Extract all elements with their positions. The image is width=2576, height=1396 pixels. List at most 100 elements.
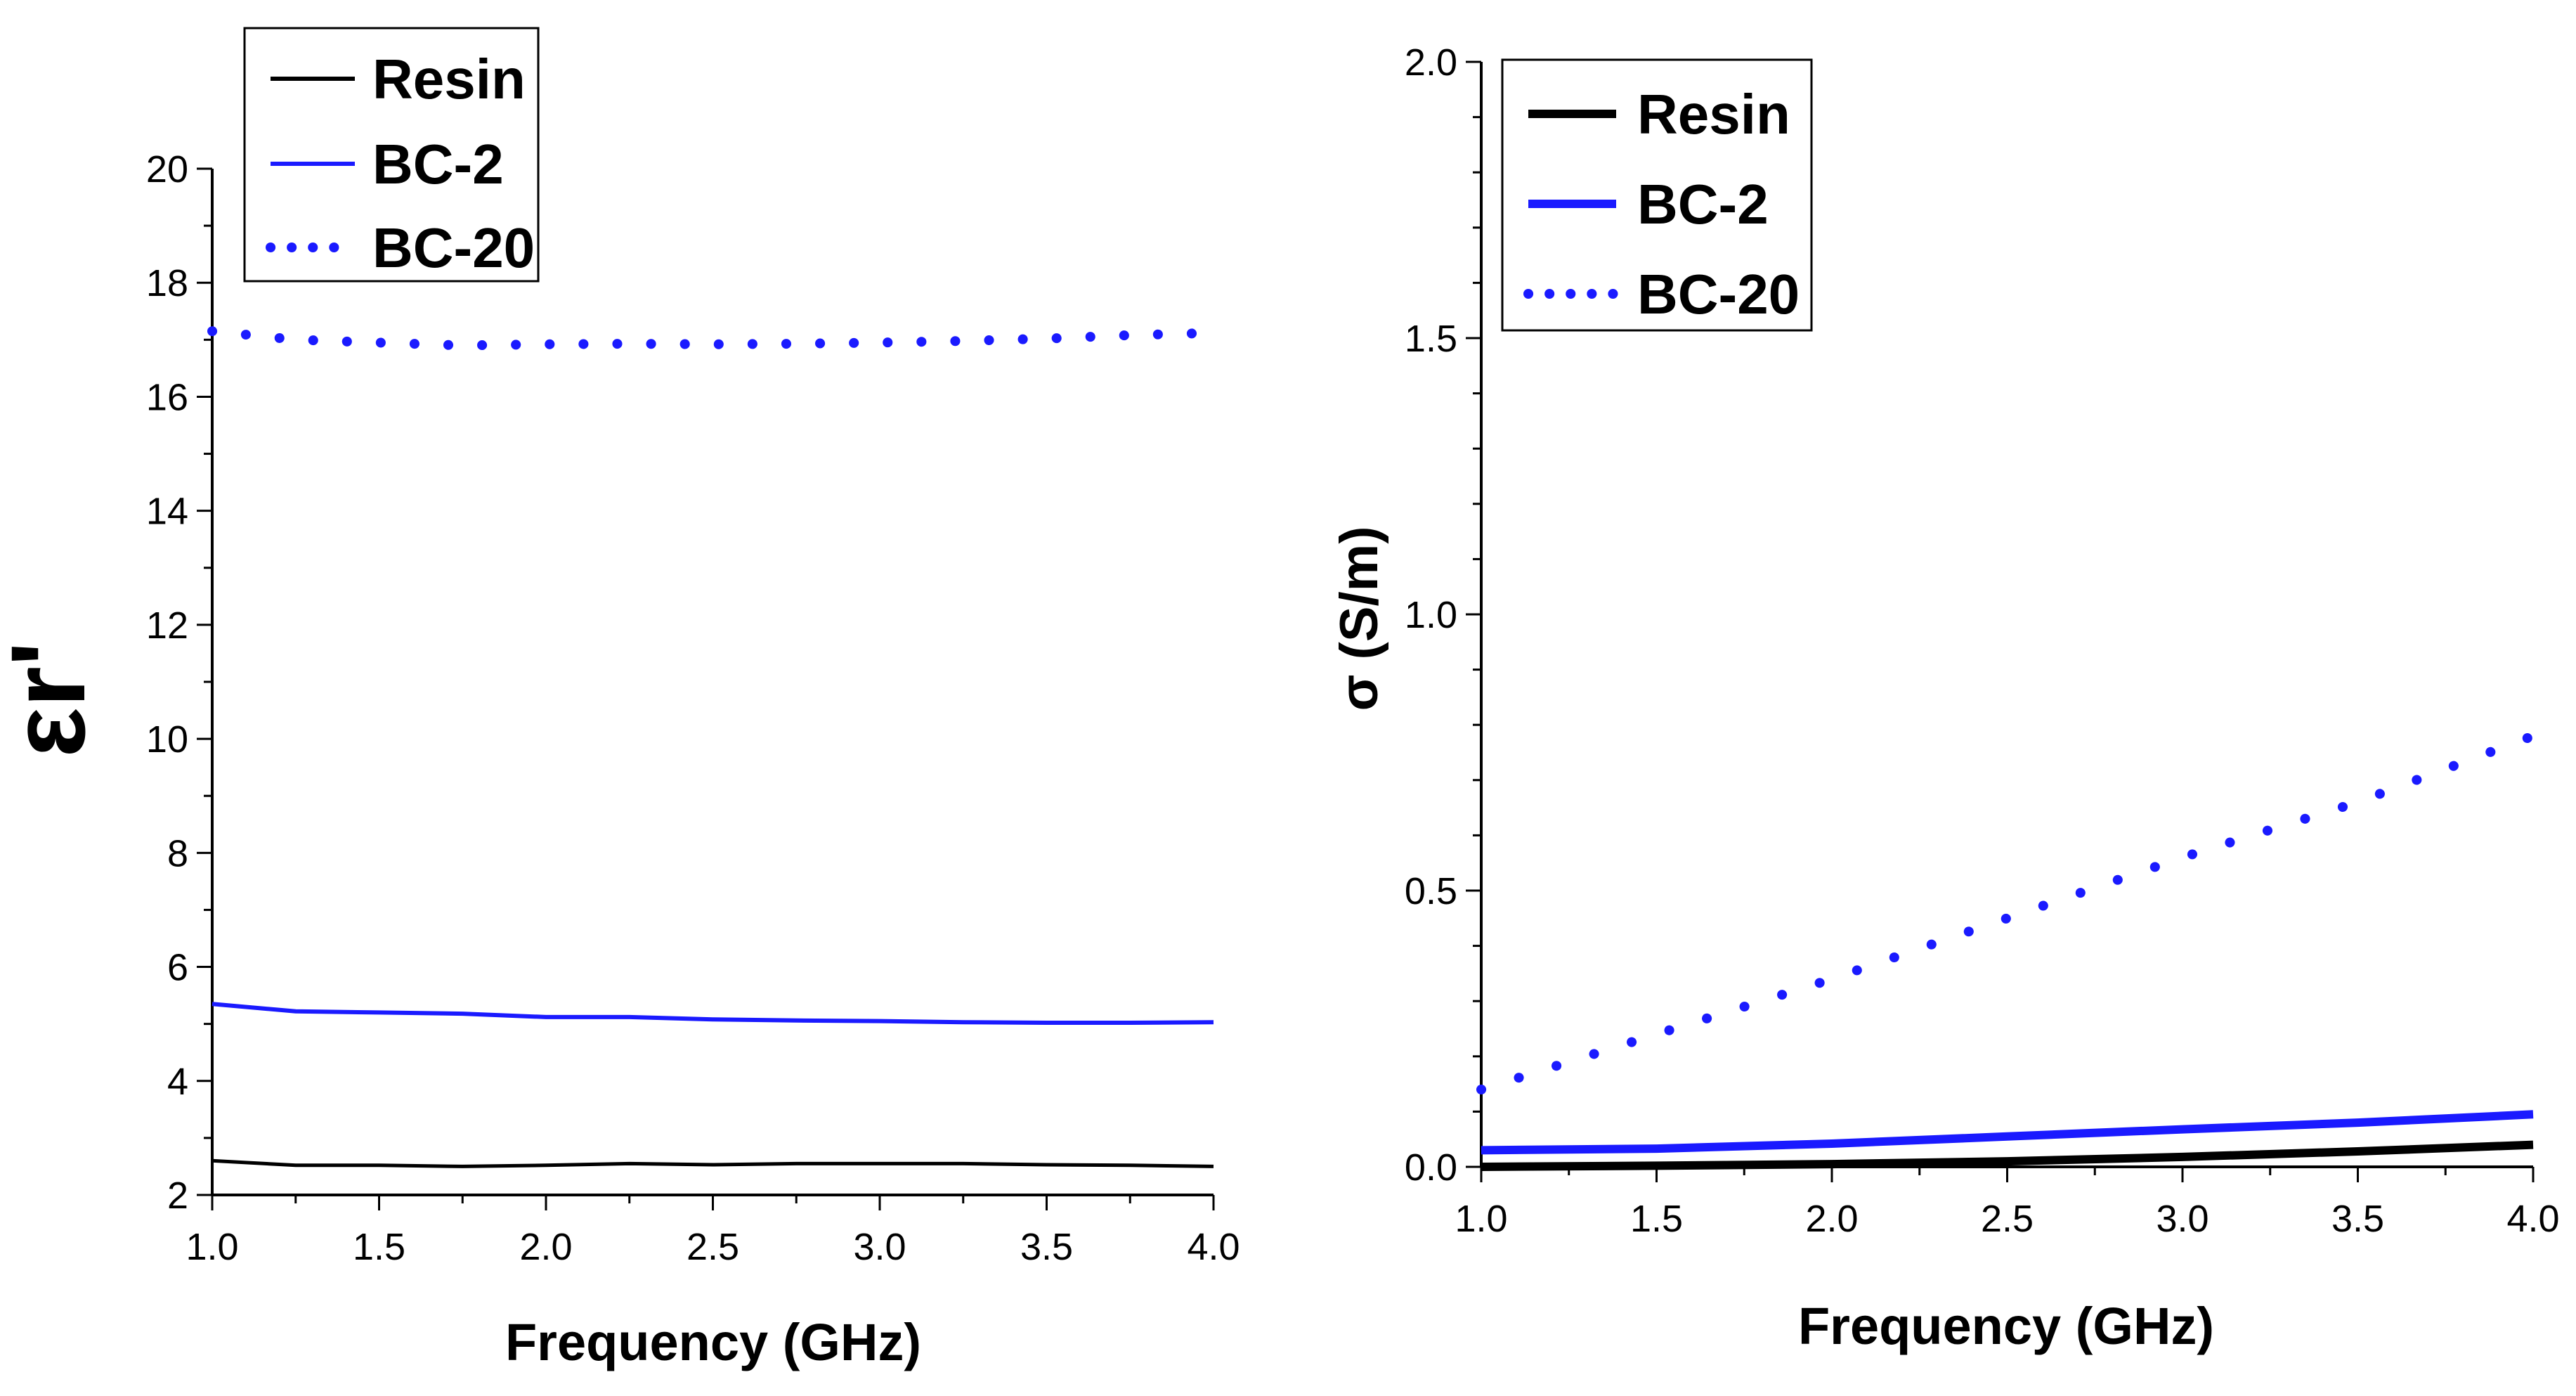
data-point-bc-20 [1481,1089,1482,1090]
data-point-resin [1129,1165,1131,1166]
data-point-bc-20 [212,330,213,332]
x-axis-title: Frequency (GHz) [505,1313,921,1371]
data-point-bc-2 [1129,1022,1131,1023]
data-point-resin [1481,1166,1482,1168]
data-point-resin [2357,1151,2359,1152]
data-point-bc-20 [1831,978,1833,980]
data-point-bc-2 [963,1021,964,1023]
series-line-resin [212,1158,1214,1168]
x-tick-label: 3.0 [853,1226,906,1268]
x-tick-label: 1.5 [1630,1198,1683,1240]
data-point-bc-20 [2357,801,2359,803]
data-point-bc-2 [1481,1149,1482,1151]
y-tick-label: 12 [146,605,188,647]
data-point-resin [879,1163,880,1164]
legend-label-resin: Resin [1637,83,1790,146]
data-point-resin [795,1163,797,1164]
x-tick-label: 1.0 [186,1226,238,1268]
y-tick-label: 6 [167,947,188,989]
series-line-resin [1481,1140,2534,1171]
data-point-bc-20 [2532,735,2534,737]
data-point-resin [963,1163,964,1164]
x-tick-label: 4.0 [2506,1198,2559,1240]
data-point-bc-2 [2532,1113,2534,1115]
legend-box [243,27,540,283]
data-point-resin [1831,1163,1833,1165]
x-tick-label: 4.0 [1187,1226,1240,1268]
y-tick-label: 10 [146,718,188,761]
data-point-bc-2 [212,1003,213,1004]
data-point-bc-2 [295,1011,297,1012]
chart-panel-permittivity: 1.0 1.5 2.0 2.5 3.0 3.5 4.0 2 4 6 8 10 12 14 16 18 20 Fre… [0,27,1240,1371]
x-axis-title: Frequency (GHz) [1798,1297,2214,1355]
data-point-bc-2 [2357,1122,2359,1123]
data-point-bc-20 [379,342,380,343]
x-tick-label: 1.0 [1455,1198,1507,1240]
y-tick-label: 14 [146,491,188,533]
data-point-bc-2 [1213,1021,1214,1023]
data-point-bc-2 [1656,1148,1658,1149]
data-point-bc-20 [629,343,630,344]
data-point-resin [1213,1165,1214,1167]
legend-label-bc-2: BC-2 [372,133,504,195]
legend-label-resin: Resin [372,48,526,110]
data-point-bc-20 [1213,332,1214,334]
data-point-bc-2 [2007,1136,2008,1137]
x-tick-label: 1.5 [353,1226,405,1268]
legend-label-bc-2: BC-2 [1637,173,1769,235]
chart-panel-conductivity: 1.0 1.5 2.0 2.5 3.0 3.5 4.0 0.0 0.5 1.0 1.5 2.0 Freq… [1329,41,2560,1355]
y-tick-label: 8 [167,832,188,874]
data-point-bc-20 [545,344,547,345]
data-point-bc-2 [545,1016,547,1018]
x-tick-label: 2.0 [1805,1198,1858,1240]
x-tick-label: 3.5 [1020,1226,1073,1268]
data-point-resin [2532,1144,2534,1146]
data-point-bc-2 [1831,1143,1833,1144]
data-point-bc-20 [2007,917,2008,919]
data-point-bc-20 [795,343,797,344]
series-line-bc-20 [207,326,1218,351]
y-axis-title: σ (S/m) [1329,526,1389,711]
data-point-resin [212,1160,213,1161]
y-tick-label: 2.0 [1405,41,1457,84]
data-point-bc-2 [2182,1129,2183,1130]
data-point-resin [545,1165,547,1166]
data-point-bc-20 [1129,335,1131,336]
y-tick-label: 1.0 [1405,594,1457,636]
legend-label-bc-20: BC-20 [1637,263,1800,325]
data-point-resin [629,1163,630,1164]
data-point-bc-20 [963,340,964,342]
y-tick-label: 2 [167,1175,188,1217]
data-point-bc-2 [713,1019,714,1020]
x-tick-label: 3.0 [2156,1198,2209,1240]
data-point-bc-2 [795,1020,797,1021]
y-tick-label: 0.5 [1405,870,1457,912]
data-point-bc-20 [2182,857,2183,858]
y-tick-label: 20 [146,148,188,190]
y-tick-label: 1.5 [1405,318,1457,360]
data-point-resin [2007,1161,2008,1162]
data-point-resin [295,1165,297,1166]
y-tick-label: 0.0 [1405,1146,1457,1189]
data-point-bc-2 [462,1013,463,1014]
data-point-bc-20 [1656,1033,1658,1035]
data-point-bc-20 [879,342,880,343]
data-point-bc-2 [629,1016,630,1018]
data-point-resin [2182,1156,2183,1158]
data-point-bc-2 [379,1012,380,1013]
data-point-resin [1046,1164,1048,1165]
legend-box [1501,58,1813,332]
data-point-bc-20 [713,344,714,345]
data-point-bc-20 [295,339,297,340]
series-line-bc-2 [212,1002,1214,1025]
data-point-resin [1656,1165,1658,1166]
data-point-bc-2 [879,1021,880,1022]
data-point-resin [379,1165,380,1166]
x-tick-label: 3.5 [2331,1198,2384,1240]
y-tick-label: 18 [146,262,188,304]
x-tick-label: 2.0 [519,1226,572,1268]
legend-label-bc-20: BC-20 [372,216,535,279]
x-tick-label: 2.5 [1981,1198,2034,1240]
y-axis-title: εr' [0,641,107,757]
